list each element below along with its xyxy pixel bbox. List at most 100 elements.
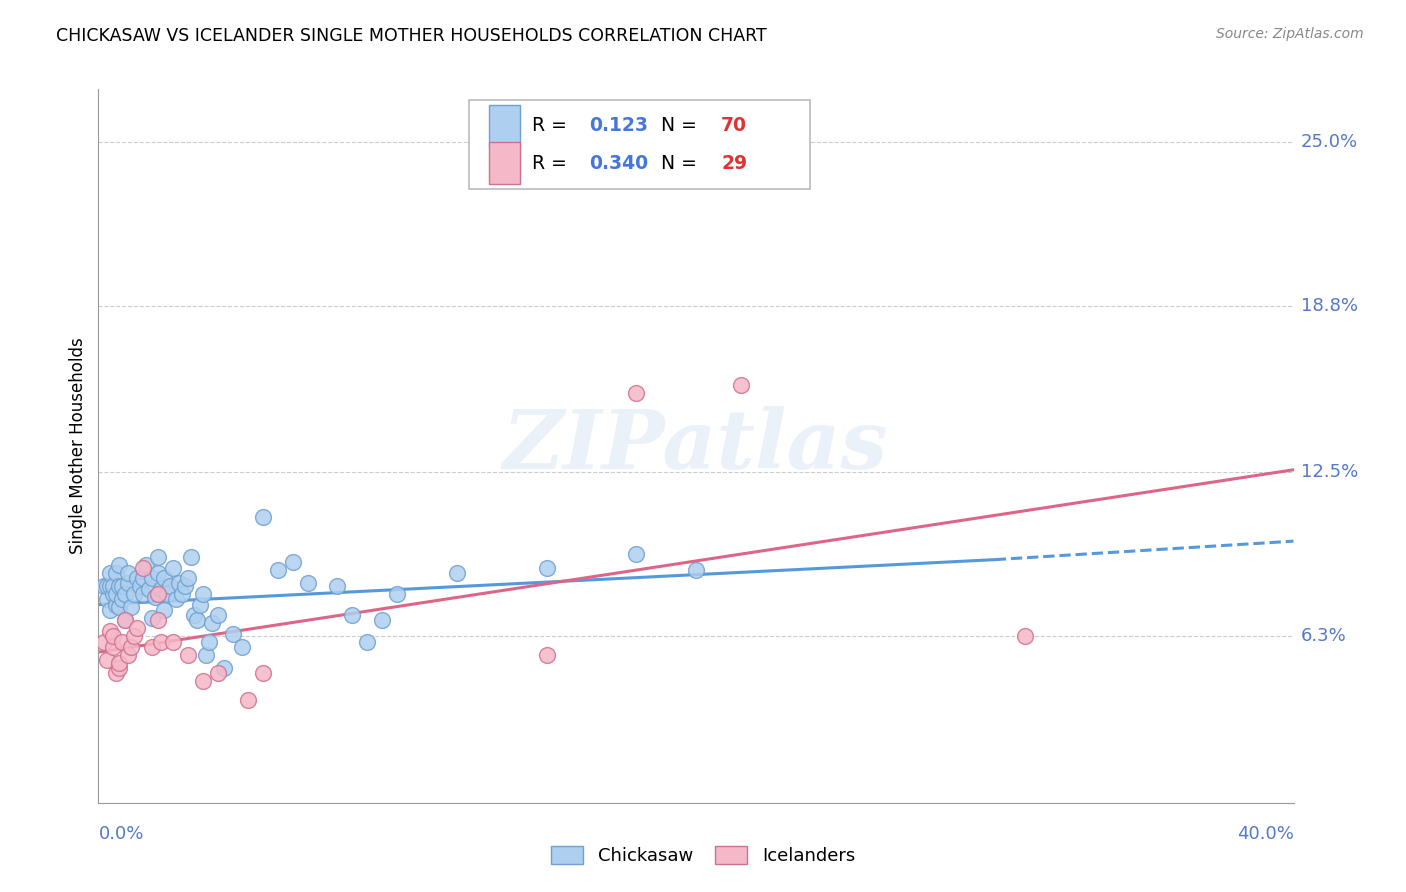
Point <box>93 579 115 593</box>
Point <box>114 614 136 628</box>
Point <box>96 579 118 593</box>
Point <box>685 563 707 577</box>
Point <box>186 614 208 628</box>
Point <box>111 592 134 607</box>
Text: 40.0%: 40.0% <box>1237 825 1294 843</box>
Point <box>153 571 176 585</box>
Point <box>252 666 274 681</box>
Point <box>127 621 149 635</box>
Point <box>141 640 163 654</box>
Point <box>183 608 205 623</box>
Point <box>124 629 146 643</box>
Point <box>129 579 152 593</box>
Text: ZIPatlas: ZIPatlas <box>503 406 889 486</box>
FancyBboxPatch shape <box>489 143 520 185</box>
Point <box>212 661 235 675</box>
Point <box>177 648 200 662</box>
Point <box>98 603 122 617</box>
Point <box>96 653 118 667</box>
Text: N =: N = <box>650 154 703 173</box>
Point <box>132 560 155 574</box>
Point <box>105 666 128 681</box>
Point <box>148 614 170 628</box>
Y-axis label: Single Mother Households: Single Mother Households <box>69 338 87 554</box>
Point <box>141 571 163 585</box>
Point <box>188 598 211 612</box>
Text: Source: ZipAtlas.com: Source: ZipAtlas.com <box>1216 27 1364 41</box>
Point <box>114 614 136 628</box>
Point <box>105 587 128 601</box>
Point <box>356 634 378 648</box>
Point <box>536 648 558 662</box>
Point <box>1014 629 1036 643</box>
Point <box>148 587 170 601</box>
Point <box>156 587 179 601</box>
Point <box>162 634 184 648</box>
Point <box>550 161 572 176</box>
Point <box>342 608 364 623</box>
Point <box>108 579 131 593</box>
Text: 12.5%: 12.5% <box>1301 464 1358 482</box>
Point <box>267 563 290 577</box>
Point <box>108 558 131 572</box>
Point <box>103 587 125 601</box>
Point <box>174 579 197 593</box>
Point <box>117 648 139 662</box>
Point <box>191 674 214 689</box>
Point <box>127 571 149 585</box>
Text: R =: R = <box>533 154 574 173</box>
Point <box>236 692 259 706</box>
Text: CHICKASAW VS ICELANDER SINGLE MOTHER HOUSEHOLDS CORRELATION CHART: CHICKASAW VS ICELANDER SINGLE MOTHER HOU… <box>56 27 768 45</box>
Point <box>201 616 224 631</box>
Point <box>371 614 394 628</box>
Point <box>93 634 115 648</box>
Point <box>207 666 229 681</box>
Point <box>222 626 245 640</box>
Text: 18.8%: 18.8% <box>1301 297 1358 315</box>
Point <box>148 566 170 580</box>
Point <box>167 576 190 591</box>
Point <box>98 566 122 580</box>
Point <box>730 378 752 392</box>
Point <box>124 587 146 601</box>
Point <box>138 582 160 596</box>
Point <box>177 571 200 585</box>
Point <box>105 598 128 612</box>
Point <box>114 587 136 601</box>
Point <box>120 640 142 654</box>
Point <box>153 603 176 617</box>
Point <box>180 549 202 564</box>
Point <box>117 566 139 580</box>
Point <box>198 634 221 648</box>
Text: 29: 29 <box>721 154 747 173</box>
Text: 70: 70 <box>721 116 747 135</box>
Point <box>98 579 122 593</box>
Point <box>103 629 125 643</box>
Text: N =: N = <box>650 116 703 135</box>
Point <box>624 547 647 561</box>
Point <box>252 510 274 524</box>
FancyBboxPatch shape <box>489 104 520 146</box>
Point <box>148 549 170 564</box>
Point <box>150 634 173 648</box>
Point <box>132 587 155 601</box>
FancyBboxPatch shape <box>470 100 810 189</box>
Point <box>172 587 194 601</box>
Point <box>297 576 319 591</box>
Point <box>111 579 134 593</box>
Point <box>143 590 166 604</box>
Text: 0.0%: 0.0% <box>98 825 143 843</box>
Text: 0.123: 0.123 <box>589 116 648 135</box>
Point <box>141 611 163 625</box>
Point <box>103 640 125 654</box>
Point <box>326 579 349 593</box>
Point <box>385 587 409 601</box>
Point <box>231 640 253 654</box>
Point <box>162 560 184 574</box>
Text: R =: R = <box>533 116 574 135</box>
Point <box>194 648 218 662</box>
Point <box>117 576 139 591</box>
Point <box>150 582 173 596</box>
Legend: Chickasaw, Icelanders: Chickasaw, Icelanders <box>544 838 862 872</box>
Point <box>108 600 131 615</box>
